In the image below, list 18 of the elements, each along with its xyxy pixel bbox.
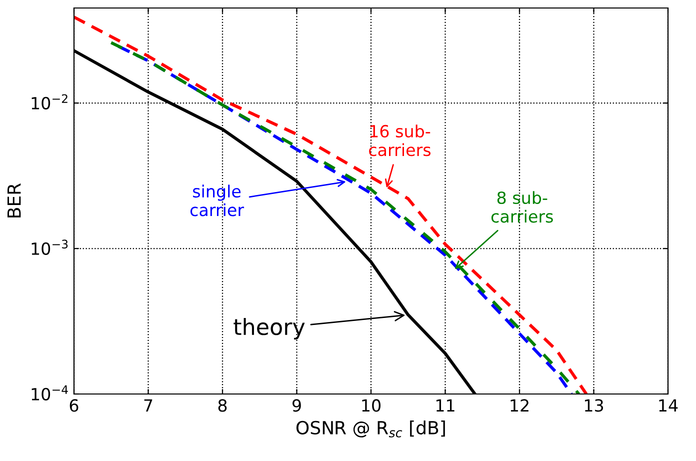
annotation: 8 sub- carriers xyxy=(491,191,553,223)
y-axis-title: BER xyxy=(8,183,21,218)
x-tick-label: 6 xyxy=(70,399,78,412)
x-tick-label: 8 xyxy=(218,399,227,412)
x-tick-label: 10 xyxy=(362,399,380,412)
y-tick-label: 10$^{−4}$ xyxy=(32,385,68,400)
annotation: theory xyxy=(234,318,305,340)
x-tick-label: 14 xyxy=(659,399,678,412)
x-tick-label: 12 xyxy=(510,399,528,412)
y-tick-label: 10$^{−3}$ xyxy=(32,240,68,255)
x-tick-label: 7 xyxy=(144,399,152,412)
y-tick-label: 10$^{−2}$ xyxy=(32,94,68,110)
x-tick-label: 11 xyxy=(436,399,454,412)
annotation: single carrier xyxy=(190,184,244,216)
x-axis-title: OSNR @ R$_{sc}$ [dB] xyxy=(296,420,445,438)
annotation: 16 sub- carriers xyxy=(369,124,431,156)
x-tick-label: 13 xyxy=(584,399,604,412)
x-tick-label: 9 xyxy=(292,399,301,412)
